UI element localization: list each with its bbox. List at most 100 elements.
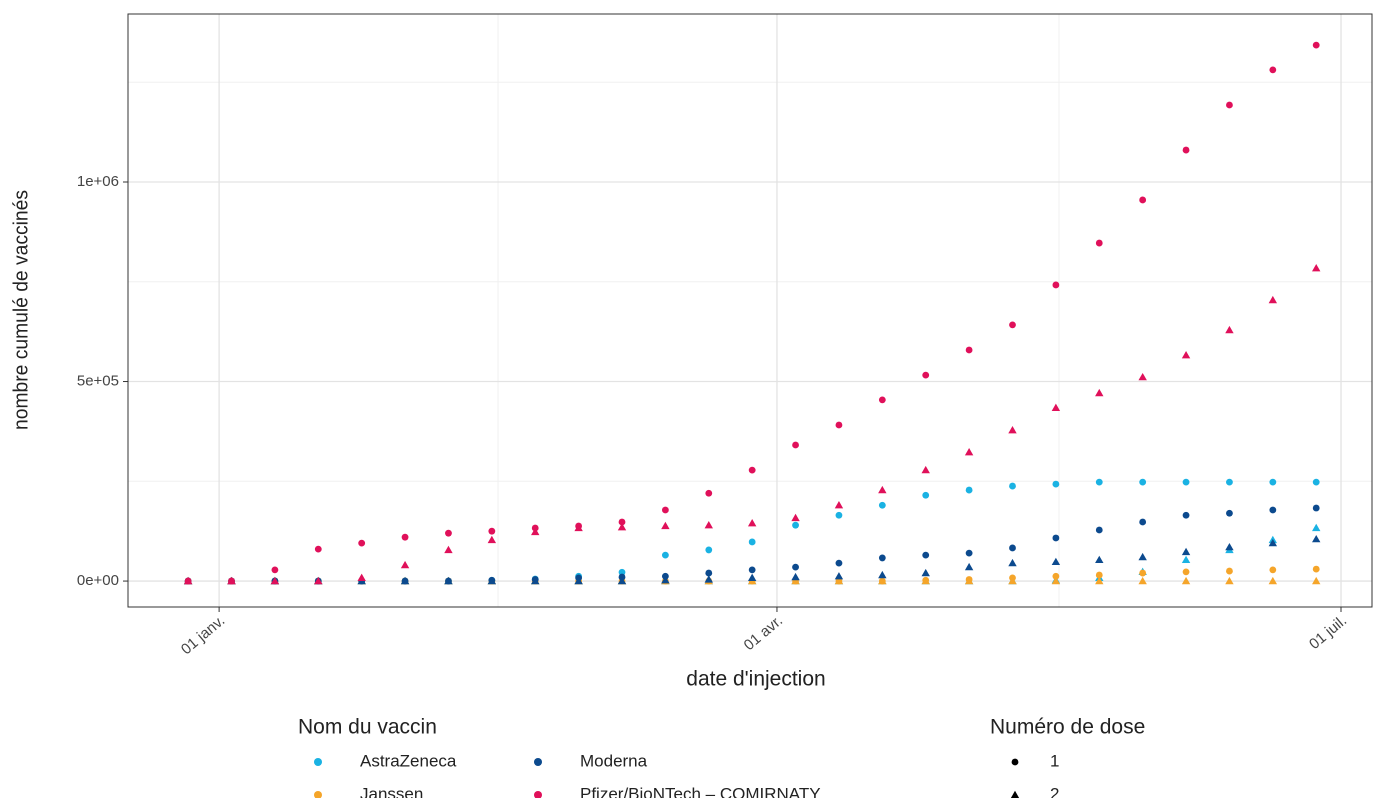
marker bbox=[748, 538, 756, 546]
marker bbox=[1095, 478, 1103, 486]
marker bbox=[1312, 534, 1321, 543]
marker bbox=[1052, 480, 1060, 488]
marker bbox=[1008, 576, 1017, 585]
marker bbox=[705, 489, 713, 497]
marker bbox=[400, 560, 410, 569]
marker bbox=[314, 545, 322, 553]
marker bbox=[878, 485, 887, 494]
marker bbox=[1225, 542, 1234, 551]
marker bbox=[705, 546, 713, 554]
marker bbox=[618, 568, 626, 576]
legend-key bbox=[534, 758, 542, 766]
marker bbox=[792, 441, 799, 449]
marker bbox=[1052, 572, 1060, 580]
legend-label: Pfizer/BioNTech – COMIRNATY bbox=[580, 784, 821, 798]
marker bbox=[878, 576, 887, 585]
legend-label: 1 bbox=[1050, 751, 1059, 770]
legend-key bbox=[314, 791, 322, 799]
marker bbox=[1312, 523, 1321, 532]
marker bbox=[1052, 534, 1060, 542]
marker bbox=[834, 576, 844, 585]
marker bbox=[617, 576, 627, 585]
panel-border bbox=[127, 13, 1373, 608]
marker bbox=[400, 576, 410, 585]
marker bbox=[1139, 569, 1147, 577]
marker bbox=[488, 527, 496, 535]
marker bbox=[1095, 555, 1104, 564]
marker bbox=[661, 506, 669, 514]
marker bbox=[1181, 555, 1191, 564]
marker bbox=[964, 576, 974, 585]
legend-label: 2 bbox=[1050, 784, 1059, 798]
marker bbox=[1269, 506, 1277, 514]
marker bbox=[487, 576, 497, 585]
marker bbox=[965, 549, 973, 557]
marker bbox=[791, 576, 800, 585]
marker bbox=[271, 566, 279, 574]
marker bbox=[661, 576, 670, 584]
marker bbox=[1139, 518, 1147, 526]
shape-legend-title: Numéro de dose bbox=[990, 716, 1145, 739]
marker bbox=[748, 566, 756, 574]
marker bbox=[314, 576, 323, 585]
marker bbox=[791, 572, 800, 581]
marker bbox=[1269, 66, 1277, 74]
marker bbox=[1095, 576, 1104, 585]
marker bbox=[964, 447, 974, 456]
marker bbox=[1312, 576, 1321, 585]
marker bbox=[1312, 263, 1321, 272]
marker bbox=[834, 501, 844, 509]
legend-title: Nom du vaccin bbox=[298, 716, 437, 739]
marker bbox=[358, 539, 366, 547]
marker bbox=[444, 545, 453, 554]
marker bbox=[531, 576, 540, 585]
marker bbox=[1138, 372, 1147, 381]
legend-label: Janssen bbox=[360, 784, 423, 798]
legend-label: Moderna bbox=[580, 751, 648, 770]
marker bbox=[1312, 41, 1320, 49]
marker bbox=[704, 520, 713, 529]
marker bbox=[965, 486, 973, 494]
marker bbox=[1312, 504, 1320, 512]
marker bbox=[1138, 552, 1147, 561]
marker bbox=[445, 529, 452, 537]
marker bbox=[1051, 403, 1061, 412]
marker bbox=[792, 563, 799, 571]
marker bbox=[401, 533, 409, 541]
x-axis-title: date d'injection bbox=[686, 668, 825, 691]
marker bbox=[1182, 146, 1190, 154]
marker bbox=[704, 575, 713, 583]
marker bbox=[1226, 101, 1233, 109]
marker bbox=[964, 562, 974, 571]
marker bbox=[1139, 478, 1147, 486]
marker bbox=[1226, 509, 1233, 517]
legend-label: AstraZeneca bbox=[360, 751, 457, 770]
marker bbox=[618, 518, 626, 526]
marker bbox=[1009, 321, 1016, 329]
marker bbox=[1312, 478, 1320, 486]
marker bbox=[878, 554, 886, 562]
marker bbox=[1181, 576, 1191, 585]
marker bbox=[921, 568, 930, 577]
marker bbox=[922, 551, 930, 559]
marker bbox=[1268, 538, 1278, 547]
marker bbox=[183, 576, 193, 585]
y-axis-title: nombre cumulé de vaccinés bbox=[10, 190, 32, 430]
marker bbox=[1008, 558, 1017, 567]
marker bbox=[227, 576, 236, 585]
marker bbox=[531, 527, 540, 536]
marker bbox=[574, 523, 583, 532]
marker bbox=[1138, 576, 1147, 585]
marker bbox=[1010, 790, 1020, 799]
marker bbox=[835, 559, 843, 567]
marker bbox=[921, 576, 930, 585]
marker bbox=[878, 570, 887, 579]
legend-key bbox=[534, 791, 542, 799]
marker bbox=[835, 421, 843, 429]
marker bbox=[1095, 388, 1104, 397]
marker bbox=[1182, 511, 1190, 519]
y-tick-label: 1e+06 bbox=[77, 173, 119, 190]
marker bbox=[922, 371, 930, 379]
marker bbox=[1181, 350, 1191, 359]
